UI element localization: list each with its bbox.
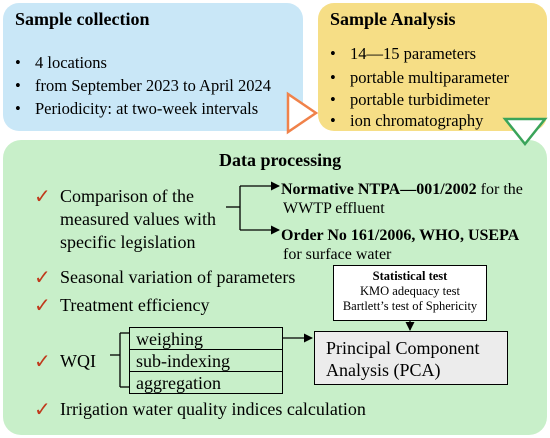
ntpa-normative-rest: for the <box>476 181 523 198</box>
sample-collection-box: Sample collection • 4 locations • from Sep… <box>3 3 303 131</box>
analysis-item-chromatography: • ion chromatography <box>330 111 483 131</box>
check-icon: ✓ <box>34 265 51 289</box>
bullet-dot: • <box>330 68 336 87</box>
pca-line-2: Analysis (PCA) <box>326 360 441 380</box>
data-processing-title: Data processing <box>219 150 342 170</box>
sample-collection-title: Sample collection <box>15 9 150 29</box>
check-icon: ✓ <box>34 293 51 317</box>
wqi-sub-indexing: sub-indexing <box>129 349 283 372</box>
seasonal-label: Seasonal variation of parameters <box>60 267 296 287</box>
collection-item-label: Periodicity: at two-week intervals <box>35 99 259 118</box>
comparison-line-1: Comparison of the <box>60 186 194 206</box>
comparison-step: ✓ Comparison of the measured values with… <box>34 185 216 254</box>
treatment-step: ✓ Treatment efficiency <box>34 294 210 317</box>
comparison-line-3: specific legislation <box>60 232 196 252</box>
irrigation-label: Irrigation water quality indices calcula… <box>60 399 366 419</box>
order-legislation-bold: Order No 161/2006, WHO, USEPA <box>281 227 520 244</box>
order-legislation: Order No 161/2006, WHO, USEPA for surfac… <box>281 226 519 264</box>
bullet-dot: • <box>15 53 21 72</box>
analysis-item-label: portable turbidimeter <box>350 90 490 109</box>
statistical-test-box: Statistical test KMO adequacy test Bartl… <box>333 265 487 321</box>
statistical-test-title: Statistical test <box>372 269 448 283</box>
analysis-item-label: portable multiparameter <box>350 68 509 87</box>
analysis-item-label: 14—15 parameters <box>350 44 476 63</box>
wqi-step: ✓ WQI <box>34 350 96 373</box>
bullet-dot: • <box>15 76 21 95</box>
analysis-item-parameters: • 14—15 parameters <box>330 44 476 64</box>
collection-item-periodicity: • Periodicity: at two-week intervals <box>15 99 258 119</box>
bullet-dot: • <box>330 111 336 130</box>
collection-item-period: • from September 2023 to April 2024 <box>15 76 271 96</box>
statistical-test-bartlett: Bartlett’s test of Sphericity <box>342 299 478 313</box>
ntpa-normative-line2: WWTP effluent <box>283 200 385 217</box>
analysis-item-turbidimeter: • portable turbidimeter <box>330 90 490 110</box>
check-icon: ✓ <box>34 397 51 421</box>
collection-item-label: 4 locations <box>35 53 107 72</box>
ntpa-normative: Normative NTPA—001/2002 for the WWTP eff… <box>281 180 523 218</box>
sample-analysis-box: Sample Analysis • 14—15 parameters • porta… <box>318 3 547 131</box>
wqi-label: WQI <box>60 351 96 371</box>
bullet-dot: • <box>330 44 336 63</box>
pca-box: Principal Component Analysis (PCA) <box>314 331 508 385</box>
irrigation-step: ✓ Irrigation water quality indices calcu… <box>34 398 366 421</box>
treatment-label: Treatment efficiency <box>60 295 210 315</box>
wqi-bracket <box>110 332 129 388</box>
check-icon: ✓ <box>34 349 51 373</box>
analysis-item-multiparameter: • portable multiparameter <box>330 68 509 88</box>
flow-arrow-down-icon <box>502 117 548 147</box>
ntpa-normative-bold: Normative NTPA—001/2002 <box>281 181 477 198</box>
flow-arrow-right-icon <box>286 91 319 135</box>
analysis-item-label: ion chromatography <box>350 111 484 130</box>
collection-item-locations: • 4 locations <box>15 53 107 73</box>
wqi-aggregation: aggregation <box>129 371 283 394</box>
comparison-connector <box>226 181 280 235</box>
pca-line-1: Principal Component <box>326 338 480 358</box>
collection-item-label: from September 2023 to April 2024 <box>35 76 272 95</box>
comparison-line-2: measured values with <box>60 209 216 229</box>
seasonal-step: ✓ Seasonal variation of parameters <box>34 266 296 289</box>
sample-analysis-title: Sample Analysis <box>330 9 456 29</box>
bullet-dot: • <box>15 99 21 118</box>
bullet-dot: • <box>330 90 336 109</box>
statistical-test-kmo: KMO adequacy test <box>360 284 460 298</box>
check-icon: ✓ <box>34 184 51 208</box>
order-legislation-line2: for surface water <box>283 246 392 263</box>
